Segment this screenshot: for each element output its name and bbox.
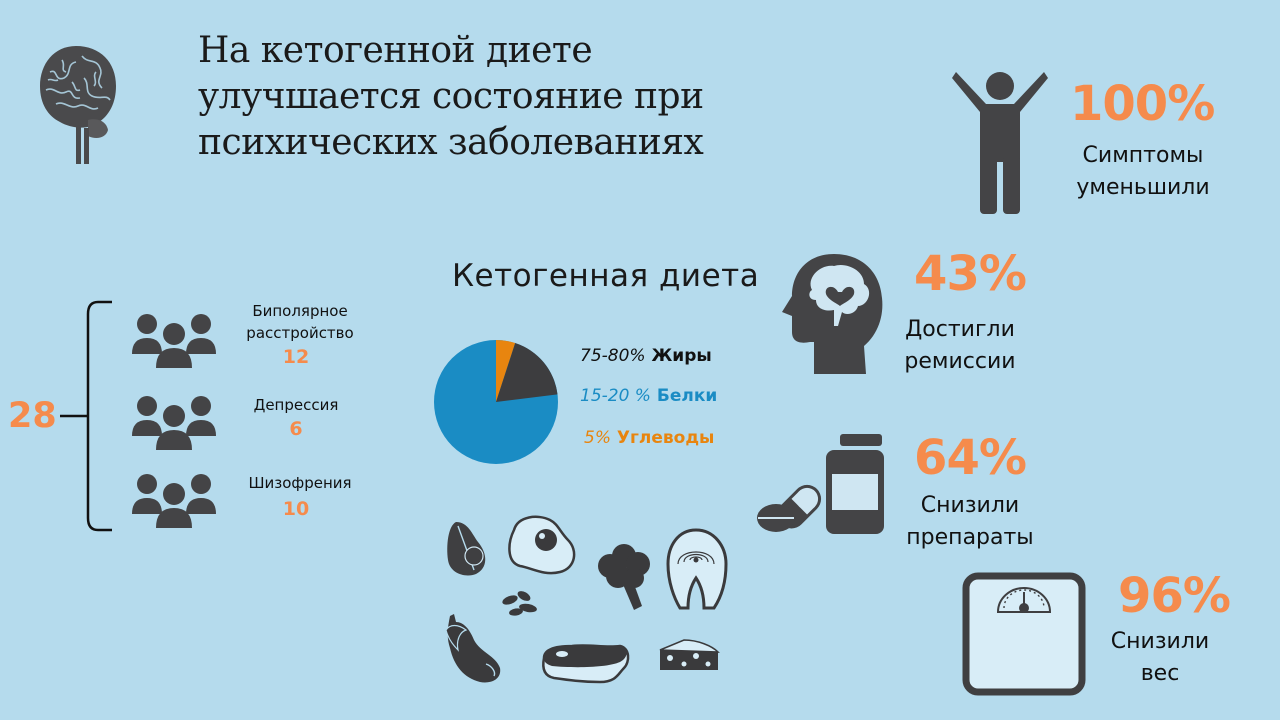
- group-label-2: расстройство: [246, 324, 354, 342]
- seeds-icon: [502, 591, 537, 616]
- macro-pie-chart: [434, 339, 558, 464]
- legend-range: 75-80%: [580, 346, 646, 366]
- head-brain-heart-icon: [782, 254, 883, 374]
- people-group-icon: [132, 396, 216, 450]
- title-line-3: психических заболеваниях: [198, 122, 704, 163]
- stat-label-medication: Снизили препараты: [890, 490, 1050, 554]
- group-count: 10: [282, 498, 310, 520]
- stat-pct-remission: 43%: [914, 246, 1027, 302]
- fried-egg-icon: [508, 515, 576, 575]
- diet-title: Кетогенная диета: [452, 258, 760, 294]
- stat-pct-medication: 64%: [914, 430, 1027, 486]
- title-line-2: улучшается состояние при: [198, 76, 704, 117]
- stat-label-remission: Достигли ремиссии: [882, 314, 1038, 378]
- group-label: Шизофрения: [248, 474, 352, 492]
- group-count: 6: [289, 418, 303, 440]
- legend-carbs: 5% Углеводы: [584, 428, 714, 448]
- legend-range: 15-20 %: [580, 386, 651, 406]
- patient-group-bipolar: Биполярное расстройство 12: [130, 300, 370, 370]
- pills-bottle-icon: [757, 434, 884, 534]
- legend-range: 5%: [584, 428, 611, 448]
- people-group-icon: [132, 474, 216, 528]
- title-line-1: На кетогенной диете: [198, 30, 593, 71]
- bracket: [60, 300, 112, 532]
- stat-line: Снизили: [1110, 629, 1210, 654]
- legend-fats: 75-80% Жиры: [580, 346, 712, 366]
- stat-line: вес: [1140, 661, 1180, 686]
- broccoli-icon: [598, 544, 650, 610]
- stat-line: Симптомы: [1082, 143, 1204, 168]
- stat-line: препараты: [906, 525, 1034, 550]
- stat-line: Снизили: [920, 493, 1020, 518]
- stat-label-symptoms: Симптомы уменьшили: [1060, 140, 1226, 204]
- stat-pct-symptoms: 100%: [1070, 76, 1215, 132]
- avocado-icon: [447, 522, 486, 576]
- legend-name: Жиры: [651, 346, 712, 366]
- total-patients: 28: [8, 396, 57, 436]
- cheese-icon: [659, 639, 720, 670]
- legend-name: Белки: [656, 386, 718, 406]
- patient-group-schizophrenia: Шизофрения 10: [130, 462, 370, 532]
- people-group-icon: [132, 314, 216, 368]
- steak-icon: [542, 644, 630, 684]
- pie-slice-fats: [496, 343, 558, 402]
- stat-line: Достигли: [905, 317, 1015, 342]
- eggplant-icon: [445, 614, 501, 683]
- patient-group-depression: Депрессия 6: [130, 384, 370, 454]
- salmon-steak-icon: [666, 528, 728, 610]
- stat-line: ремиссии: [904, 349, 1016, 374]
- stat-pct-weight: 96%: [1118, 568, 1231, 624]
- group-label: Депрессия: [253, 396, 339, 414]
- bathroom-scale-icon: [962, 572, 1086, 696]
- legend-name: Углеводы: [616, 428, 715, 448]
- group-count: 12: [282, 346, 310, 368]
- legend-protein: 15-20 % Белки: [580, 386, 717, 406]
- person-arms-raised-icon: [952, 72, 1048, 214]
- pie-slice-carbs: [496, 339, 516, 402]
- stat-line: уменьшили: [1076, 175, 1210, 200]
- stat-label-weight: Снизили вес: [1090, 626, 1230, 690]
- group-label: Биполярное: [252, 302, 348, 320]
- brain-icon: [36, 42, 118, 168]
- page-title: На кетогенной диете улучшается состояние…: [198, 28, 704, 166]
